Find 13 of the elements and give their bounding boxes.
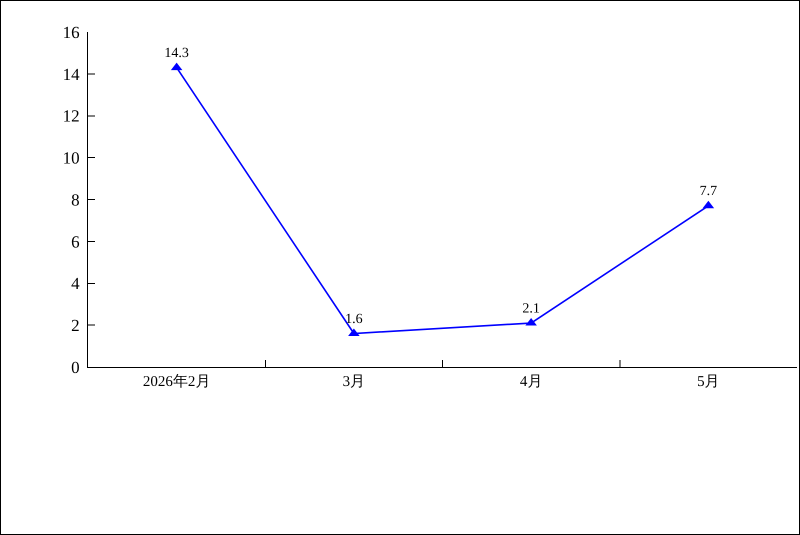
y-tick-label: 4 — [71, 274, 80, 294]
y-tick-label: 10 — [62, 148, 80, 168]
data-label: 14.3 — [164, 46, 189, 61]
y-tick-label: 8 — [71, 190, 80, 210]
y-tick-label: 16 — [62, 22, 80, 42]
y-tick-label: 0 — [71, 358, 80, 377]
y-tick-label: 2 — [71, 316, 80, 336]
y-tick-label: 12 — [62, 106, 80, 126]
data-label: 7.7 — [700, 184, 718, 200]
y-tick-label: 14 — [62, 64, 80, 84]
data-label: 1.6 — [345, 312, 363, 327]
y-tick-label: 6 — [71, 232, 80, 252]
data-label: 2.1 — [522, 301, 540, 316]
